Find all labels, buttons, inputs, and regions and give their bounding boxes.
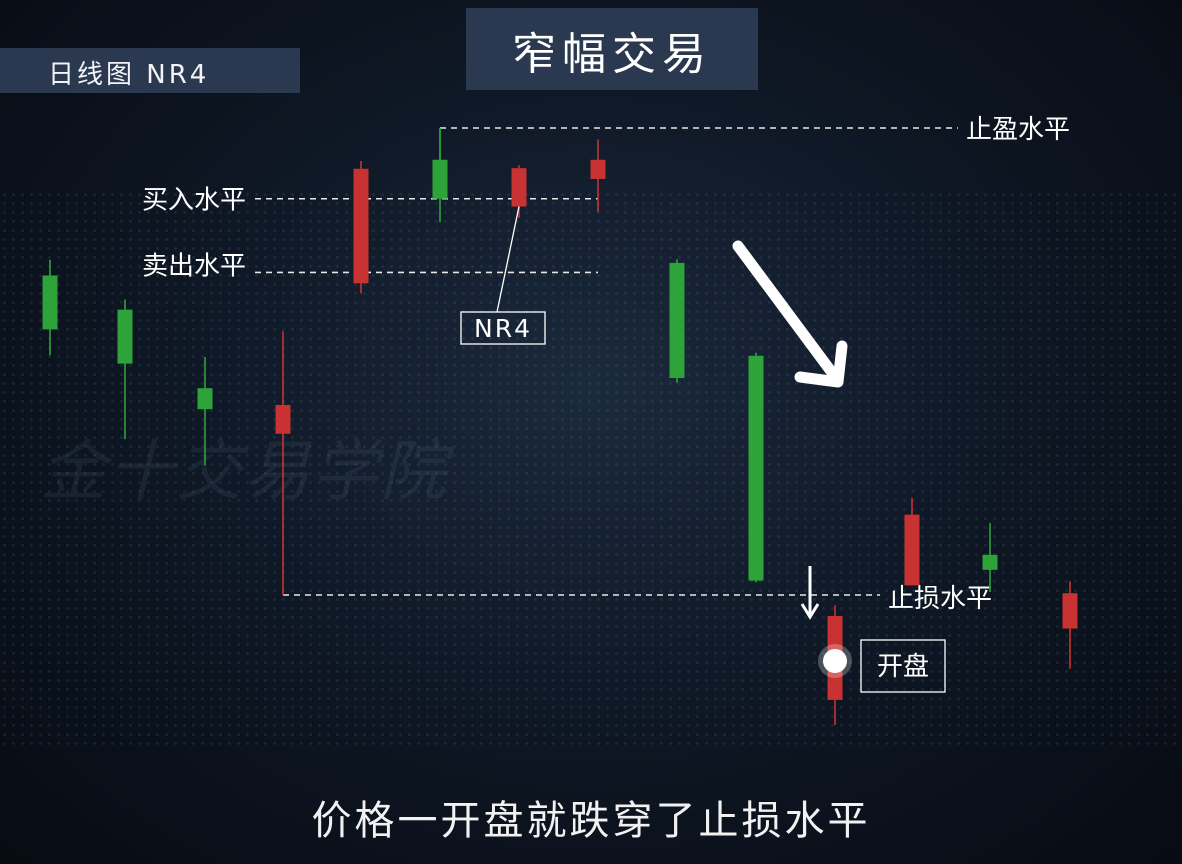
chart-tag-panel	[0, 48, 300, 93]
candle-body-8	[669, 262, 685, 378]
candle-body-1	[117, 309, 133, 364]
open-label: 开盘	[877, 652, 929, 682]
candle-body-2	[197, 388, 213, 410]
trend-arrow-head-icon	[794, 340, 848, 388]
candle-body-3	[275, 404, 291, 434]
nr4-box	[460, 311, 546, 345]
open-point-icon	[823, 649, 847, 673]
nr4-pointer	[496, 206, 520, 313]
candle-body-13	[1062, 593, 1078, 629]
level-label-0: 止盈水平	[966, 115, 1070, 145]
candle-body-7	[590, 159, 606, 179]
caption-subtitle: 价格一开盘就跌穿了止损水平	[311, 798, 871, 844]
level-label-2: 卖出水平	[142, 251, 246, 281]
candle-body-12	[982, 554, 998, 570]
chart-tag: 日线图 NR4	[48, 60, 210, 90]
candle-body-11	[904, 514, 920, 586]
level-label-3: 止损水平	[888, 584, 992, 614]
page-title: 窄幅交易	[512, 29, 712, 80]
nr4-label: NR4	[474, 314, 532, 343]
candle-body-5	[432, 159, 448, 199]
candle-body-0	[42, 275, 58, 330]
down-arrow-head-icon	[800, 603, 820, 620]
title-panel	[466, 8, 758, 90]
candle-body-4	[353, 168, 369, 284]
candle-body-9	[748, 355, 764, 581]
world-map-dot-background	[0, 190, 1182, 750]
watermark: 金十交易学院	[40, 433, 448, 510]
candle-body-6	[511, 168, 527, 207]
trend-arrow-icon	[732, 240, 842, 384]
level-label-1: 买入水平	[142, 186, 246, 216]
open-box	[860, 639, 946, 693]
